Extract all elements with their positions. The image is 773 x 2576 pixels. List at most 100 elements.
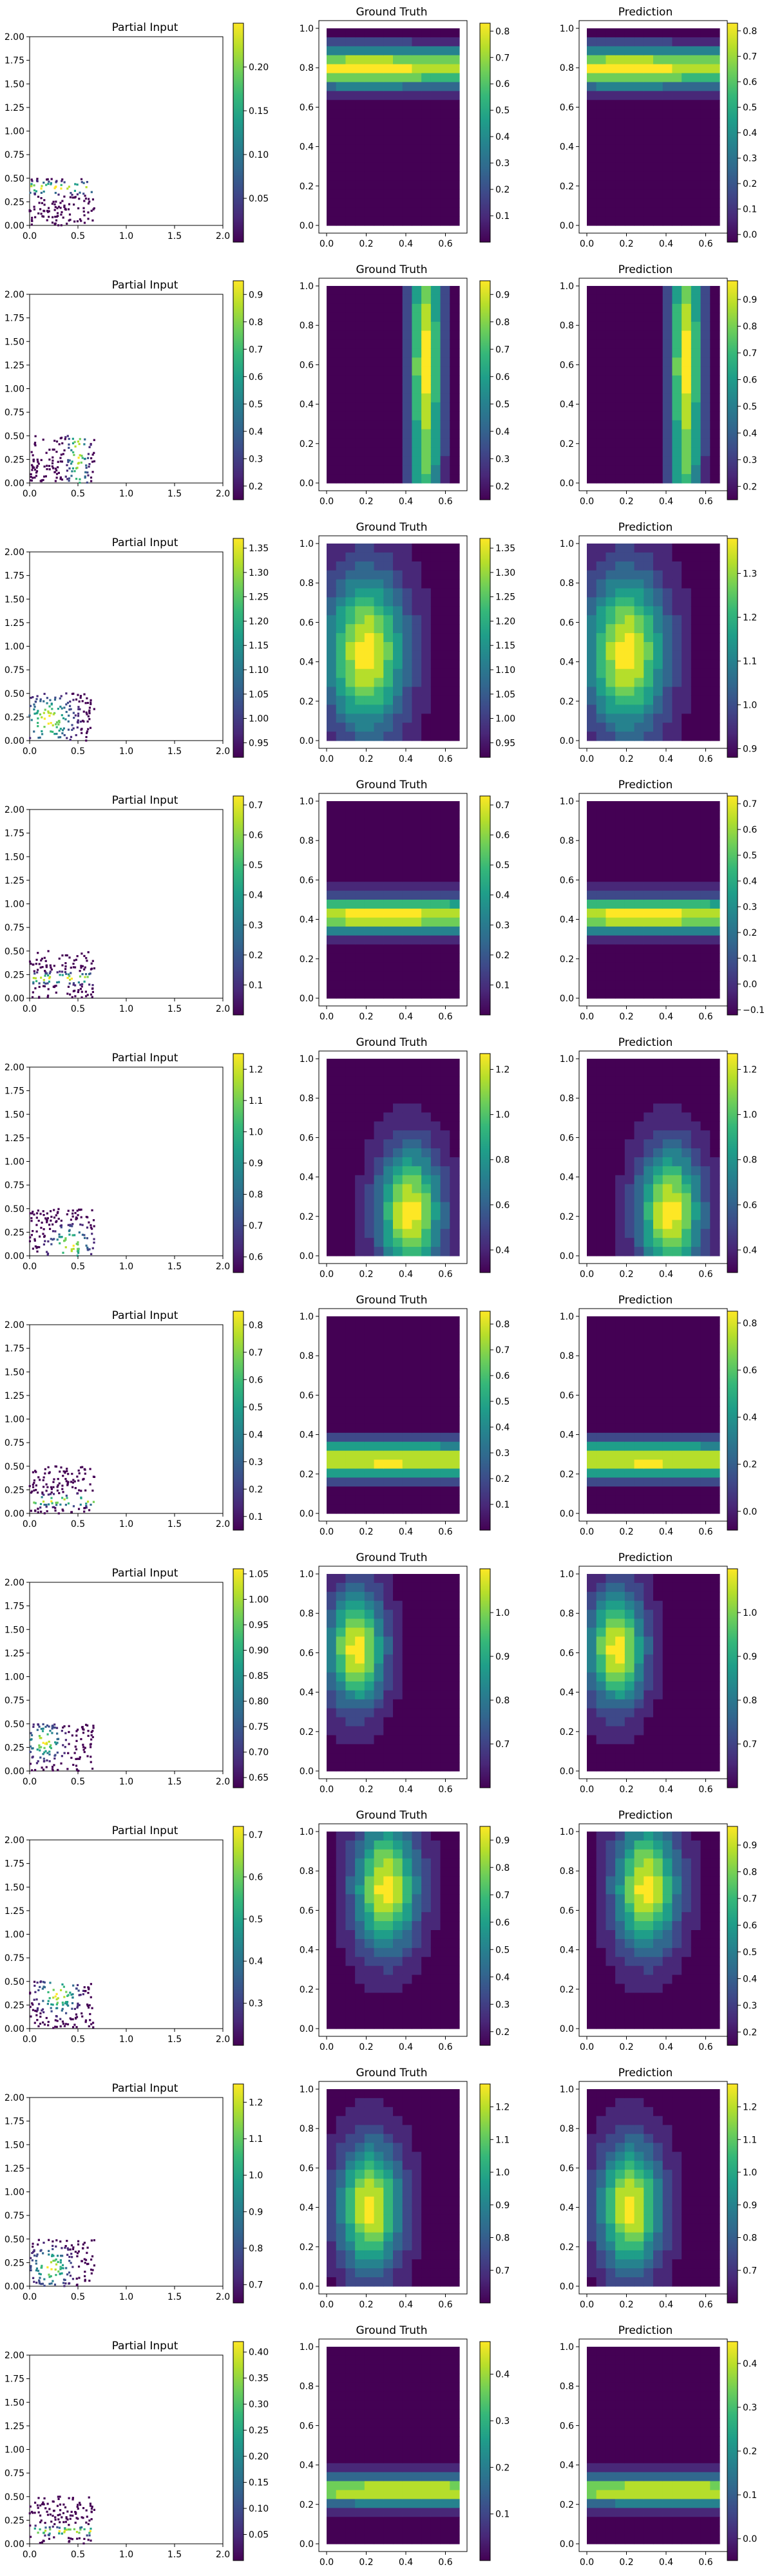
row3-ground-truth-heatmap-cell	[450, 677, 460, 688]
row3-partial-input-sample-point	[60, 695, 62, 697]
row3-prediction-heatmap-cell	[644, 633, 654, 643]
row4-ground-truth-heatmap-cell	[383, 908, 394, 918]
row6-ground-truth-colorbar-tick-label: 0.6	[495, 1371, 510, 1381]
row2-partial-input-sample-point	[44, 475, 47, 478]
row2-ground-truth-heatmap-cell	[402, 402, 413, 412]
row4-partial-input-colorbar-tick-label: 0.5	[249, 860, 263, 871]
row4-prediction-heatmap-cell	[587, 908, 597, 918]
row2-prediction-heatmap-cell	[653, 312, 663, 323]
row1-ground-truth-heatmap-cell	[393, 216, 403, 226]
row3-prediction-ytick-label: 0.2	[560, 697, 574, 707]
row6-ground-truth-heatmap-cell	[421, 1352, 432, 1362]
row2-ground-truth-heatmap-cell	[355, 286, 365, 296]
row4-prediction-heatmap-cell	[710, 971, 720, 981]
row4-ground-truth-heatmap-cell	[336, 900, 347, 909]
row2-ground-truth-heatmap-cell	[412, 456, 422, 466]
row2-prediction-heatmap-cell	[596, 465, 607, 475]
row5-partial-input-sample-point	[32, 1247, 34, 1250]
row6-ground-truth-heatmap-cell	[421, 1486, 432, 1496]
row2-prediction-heatmap-cell	[596, 357, 607, 367]
row3-prediction-heatmap-cell	[634, 668, 644, 679]
row5-ground-truth-heatmap-cell	[355, 1112, 365, 1122]
row3-ground-truth-heatmap-cell	[402, 687, 413, 697]
row4-ground-truth-heatmap-cell	[421, 953, 432, 963]
row1-ground-truth-heatmap-cell	[383, 37, 394, 47]
row5-partial-input-sample-point	[86, 1246, 89, 1249]
row1-partial-input-sample-point	[55, 219, 58, 222]
row1-prediction-title: Prediction	[618, 6, 673, 19]
row5-ground-truth-heatmap-cell	[336, 1076, 347, 1086]
row4-ground-truth-ytick-label: 0.4	[300, 915, 314, 925]
row3-prediction-heatmap-cell	[682, 659, 692, 670]
row1-partial-input-sample-point	[90, 209, 93, 212]
row3-prediction-heatmap-cell	[653, 624, 663, 634]
row3-prediction-heatmap-cell	[700, 705, 711, 714]
row3-partial-input-sample-point	[77, 712, 80, 715]
row5-prediction-heatmap-cell	[682, 1238, 692, 1247]
row2-ground-truth-heatmap-cell	[355, 420, 365, 430]
row1-ground-truth-heatmap-cell	[412, 73, 422, 83]
row2-prediction-heatmap-cell	[653, 402, 663, 412]
row2-prediction-heatmap-cell	[587, 465, 597, 475]
row6-partial-input-sample-point	[77, 1469, 80, 1472]
row4-prediction-heatmap-cell	[634, 989, 644, 999]
row6-partial-input-sample-point	[39, 1479, 41, 1481]
row3-prediction-heatmap-cell	[615, 696, 625, 705]
row3-prediction-heatmap-cell	[700, 615, 711, 625]
row3-ground-truth-heatmap-cell	[440, 659, 450, 670]
row2-partial-input-sample-point	[70, 462, 73, 465]
row5-prediction-heatmap-cell	[644, 1211, 654, 1220]
row4-prediction-heatmap-cell	[662, 980, 673, 990]
row5-ground-truth-colorbar-tick-label: 0.6	[495, 1200, 510, 1211]
row2-ground-truth-heatmap-cell	[402, 456, 413, 466]
row5-ground-truth-xtick-label: 0.6	[438, 1269, 452, 1280]
row2-prediction-heatmap-cell	[596, 339, 607, 349]
row2-prediction-heatmap-cell	[615, 384, 625, 394]
row4-prediction-heatmap-cell	[710, 953, 720, 963]
row6-ground-truth-heatmap-cell	[327, 1432, 337, 1443]
row2-ground-truth-heatmap-cell	[402, 357, 413, 367]
row2-ground-truth-heatmap-cell	[327, 474, 337, 484]
row1-prediction-heatmap-cell	[596, 153, 607, 164]
row4-ground-truth-heatmap-cell	[374, 873, 384, 882]
row5-prediction-heatmap-cell	[596, 1157, 607, 1167]
row5-partial-input-sample-point	[72, 1234, 74, 1236]
row4-prediction-heatmap-cell	[682, 935, 692, 945]
row2-ground-truth-heatmap-cell	[336, 312, 347, 323]
row4-prediction-heatmap-cell	[662, 873, 673, 882]
row3-prediction-heatmap-cell	[615, 705, 625, 714]
row4-ground-truth-heatmap-cell	[430, 864, 441, 873]
row1-prediction-xtick-label: 0.2	[619, 239, 633, 249]
row2-prediction-heatmap-cell	[615, 393, 625, 403]
row5-prediction-heatmap-cell	[615, 1148, 625, 1158]
row5-ground-truth-heatmap-cell	[393, 1103, 403, 1113]
row1-prediction-heatmap-cell	[691, 144, 701, 155]
row5-prediction-heatmap-cell	[691, 1211, 701, 1220]
row6-ground-truth-heatmap-cell	[412, 1495, 422, 1505]
row6-ground-truth-heatmap-cell	[355, 1388, 365, 1397]
row2-prediction-heatmap-cell	[700, 366, 711, 376]
row3-prediction-heatmap-cell	[700, 723, 711, 732]
row4-partial-input-sample-point	[91, 996, 93, 998]
row4-prediction-heatmap-cell	[596, 926, 607, 936]
row4-prediction-heatmap-cell	[710, 900, 720, 909]
row4-ground-truth-heatmap-cell	[355, 873, 365, 882]
row1-prediction-heatmap-cell	[644, 198, 654, 208]
row3-partial-input-sample-point	[86, 713, 88, 715]
row5-partial-input-colorbar-tick-label: 1.1	[249, 1096, 263, 1106]
row5-partial-input-sample-point	[50, 1243, 53, 1245]
row2-prediction-heatmap-cell	[710, 321, 720, 332]
row2-partial-input-xtick-label: 1.0	[119, 489, 133, 499]
row1-partial-input-sample-point	[88, 200, 91, 203]
row2-prediction-heatmap-cell	[700, 303, 711, 314]
row1-prediction-heatmap-cell	[587, 64, 597, 74]
row2-prediction-heatmap-cell	[672, 474, 682, 484]
row5-partial-input-ytick-label: 1.00	[5, 1157, 24, 1168]
row6-ground-truth-heatmap-cell	[355, 1486, 365, 1496]
row3-partial-input-sample-point	[88, 709, 91, 712]
row2-ground-truth-heatmap-cell	[355, 294, 365, 305]
row6-ground-truth-heatmap-cell	[430, 1450, 441, 1461]
row2-ground-truth-heatmap-cell	[327, 402, 337, 412]
row1-ground-truth-heatmap-cell	[336, 28, 347, 38]
row2-prediction-heatmap-cell	[682, 429, 692, 439]
